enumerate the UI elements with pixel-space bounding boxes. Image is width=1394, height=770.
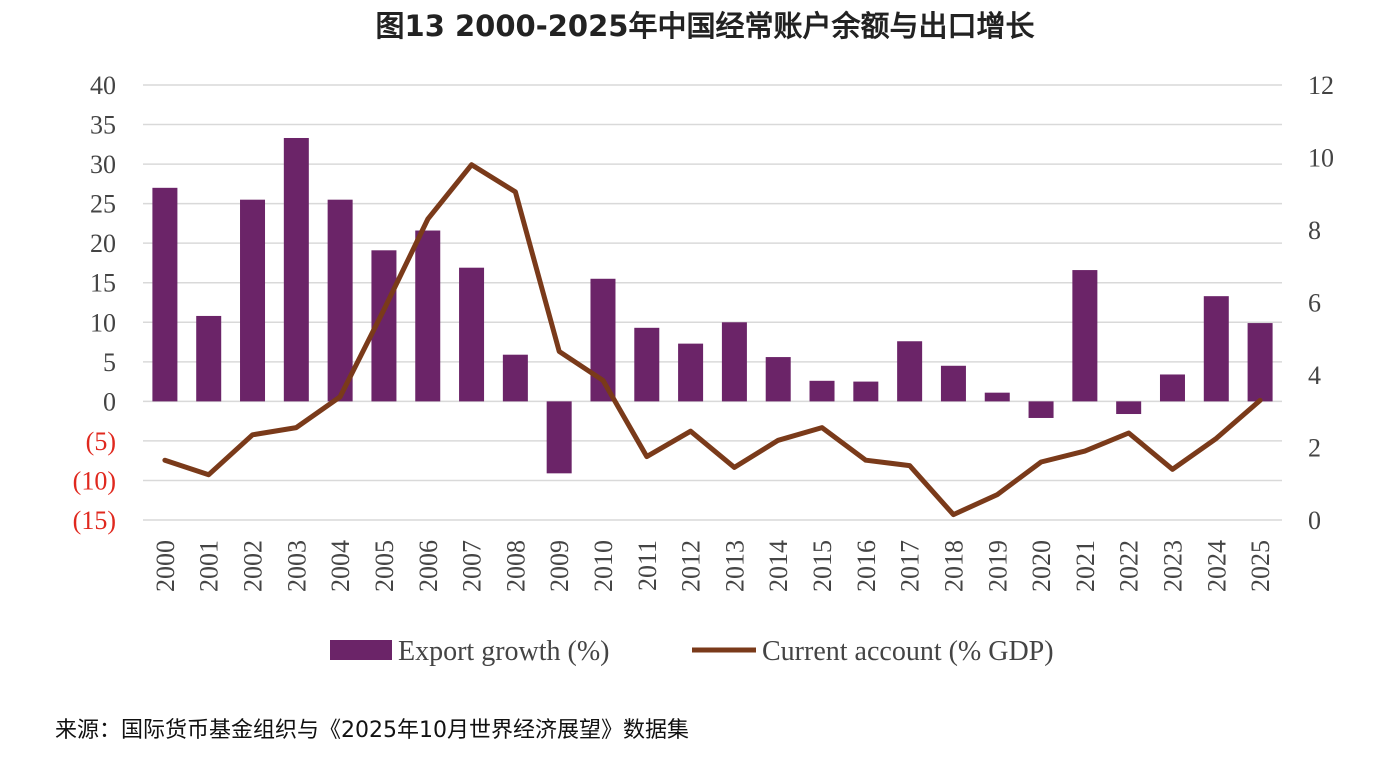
source-note: 来源：国际货币基金组织与《2025年10月世界经济展望》数据集: [55, 718, 689, 743]
x-tick-label: 2002: [239, 540, 268, 592]
chart-title: 图13 2000-2025年中国经常账户余额与出口增长: [376, 9, 1036, 43]
bar: [415, 230, 441, 402]
chart: 图13 2000-2025年中国经常账户余额与出口增长 403530252015…: [73, 9, 1334, 667]
x-tick-label: 2021: [1071, 540, 1100, 592]
current-account-line: [162, 162, 1263, 518]
x-tick-label: 2009: [545, 540, 574, 592]
left-tick-label: 10: [90, 308, 116, 337]
x-tick-label: 2008: [501, 540, 530, 592]
legend-line-label: Current account (% GDP): [762, 636, 1054, 667]
right-tick-label: 6: [1308, 289, 1321, 318]
right-tick-label: 8: [1308, 216, 1321, 245]
x-tick-label: 2007: [458, 540, 487, 592]
x-tick-label: 2022: [1115, 540, 1144, 592]
right-tick-label: 2: [1308, 434, 1321, 463]
bar: [897, 341, 923, 402]
x-tick-label: 2004: [326, 540, 355, 592]
bar: [1116, 401, 1142, 415]
right-tick-label: 10: [1308, 144, 1334, 173]
x-tick-label: 2000: [151, 540, 180, 592]
legend-bar-swatch: [330, 640, 392, 660]
x-tick-label: 2025: [1246, 540, 1275, 592]
x-axis: 2000 2001 2002 2003 2004 2005 2006 2007 2008 2009…: [151, 540, 1275, 592]
bar: [809, 380, 835, 402]
bar: [327, 199, 353, 402]
x-tick-label: 2019: [983, 540, 1012, 592]
left-tick-label: (15): [73, 506, 116, 535]
bar: [940, 365, 966, 402]
bar: [984, 392, 1010, 402]
bar: [459, 267, 485, 402]
left-tick-label: (5): [86, 427, 116, 456]
x-tick-label: 2024: [1202, 540, 1231, 592]
left-tick-label: 25: [90, 190, 116, 219]
x-tick-label: 2020: [1027, 540, 1056, 592]
x-tick-label: 2012: [677, 540, 706, 592]
bar: [1247, 323, 1273, 402]
x-tick-label: 2001: [195, 540, 224, 592]
right-tick-label: 12: [1308, 71, 1334, 100]
bar: [152, 187, 178, 402]
bar-series: [152, 137, 1273, 474]
bar: [765, 357, 791, 402]
x-tick-label: 2013: [720, 540, 749, 592]
x-tick-label: 2014: [764, 540, 793, 592]
x-tick-label: 2016: [852, 540, 881, 592]
left-tick-label: 15: [90, 269, 116, 298]
x-tick-label: 2006: [414, 540, 443, 592]
right-tick-label: 4: [1308, 361, 1321, 390]
bar: [1028, 401, 1054, 418]
x-tick-label: 2003: [282, 540, 311, 592]
bar: [721, 322, 747, 402]
gridlines: [143, 84, 1282, 521]
bar: [1159, 374, 1185, 402]
right-axis: 12 10 8 6 4 2 0: [1308, 71, 1334, 535]
x-tick-label: 2023: [1158, 540, 1187, 592]
bar: [196, 315, 222, 402]
left-tick-label: 20: [90, 229, 116, 258]
bar: [240, 199, 266, 402]
bar: [853, 381, 879, 402]
line-series: [162, 162, 1263, 518]
x-tick-label: 2005: [370, 540, 399, 592]
bar: [502, 354, 528, 402]
x-tick-label: 2017: [896, 540, 925, 592]
right-tick-label: 0: [1308, 506, 1321, 535]
left-tick-label: 30: [90, 150, 116, 179]
bar: [1203, 296, 1229, 402]
left-axis: 40 35 30 25 20 15 10 5 0 (5) (10) (15): [73, 71, 116, 535]
bar: [634, 327, 660, 402]
x-tick-label: 2011: [633, 540, 662, 591]
left-tick-label: 0: [103, 387, 116, 416]
bar: [678, 343, 704, 402]
legend-bar-label: Export growth (%): [398, 636, 610, 667]
bar: [546, 401, 572, 474]
left-tick-label: 35: [90, 111, 116, 140]
x-tick-label: 2010: [589, 540, 618, 592]
x-tick-label: 2018: [939, 540, 968, 592]
bar: [283, 137, 309, 402]
left-tick-label: (10): [73, 466, 116, 495]
x-tick-label: 2015: [808, 540, 837, 592]
left-tick-label: 5: [103, 348, 116, 377]
bar: [1072, 270, 1098, 402]
legend: Export growth (%) Current account (% GDP…: [330, 636, 1054, 667]
left-tick-label: 40: [90, 71, 116, 100]
